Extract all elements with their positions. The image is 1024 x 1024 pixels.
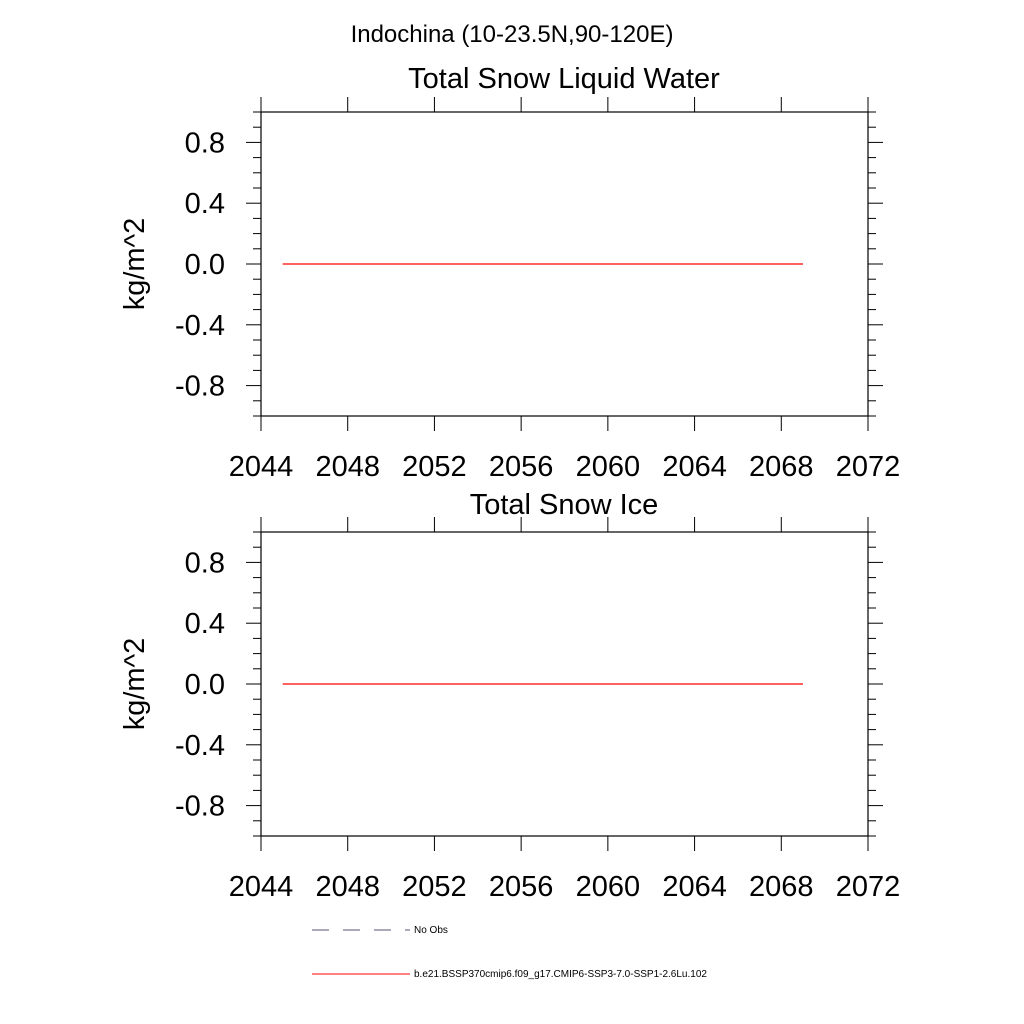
x-tick-label: 2052: [402, 871, 467, 903]
x-tick-label: 2064: [662, 871, 727, 903]
panel-2-title: Total Snow Ice: [470, 489, 659, 521]
y-tick-label: 0.8: [185, 547, 225, 579]
legend-no-obs-label: No Obs: [414, 925, 448, 936]
legend-model-label: b.e21.BSSP370cmip6.f09_g17.CMIP6-SSP3-7.…: [414, 969, 707, 980]
x-tick-label: 2052: [402, 451, 467, 483]
x-tick-label: 2068: [749, 451, 814, 483]
x-tick-label: 2044: [229, 871, 294, 903]
x-tick-label: 2064: [662, 451, 727, 483]
y-tick-label: -0.4: [175, 310, 225, 342]
x-tick-label: 2072: [836, 871, 901, 903]
x-tick-label: 2048: [315, 451, 380, 483]
figure-title: Indochina (10-23.5N,90-120E): [351, 21, 674, 48]
legend: No Obs b.e21.BSSP370cmip6.f09_g17.CMIP6-…: [312, 925, 707, 980]
y-tick-label: 0.8: [185, 127, 225, 159]
panel-1-plot: 2044 2048 2052 2056 2060 2064 2068 2072 0.8 0.4 0.…: [175, 97, 900, 483]
y-tick-label: -0.4: [175, 730, 225, 762]
y-tick-label: 0.0: [185, 249, 225, 281]
panel-2: Total Snow Ice kg/m^2 2044 2048 2052 2056 20…: [119, 489, 900, 903]
x-tick-label: 2048: [315, 871, 380, 903]
panel-1-ylabel: kg/m^2: [119, 218, 151, 311]
y-tick-label: 0.0: [185, 669, 225, 701]
x-tick-label: 2044: [229, 451, 294, 483]
y-tick-label: 0.4: [185, 608, 225, 640]
x-tick-label: 2060: [576, 871, 641, 903]
y-tick-label: 0.4: [185, 188, 225, 220]
x-tick-label: 2056: [489, 871, 554, 903]
y-tick-label: -0.8: [175, 791, 225, 823]
x-tick-label: 2060: [576, 451, 641, 483]
panel-1: Total Snow Liquid Water kg/m^2 2044 2048 2…: [119, 63, 900, 483]
panel-2-plot: 2044 2048 2052 2056 2060 2064 2068 2072 0.8 0.4 0.…: [175, 517, 900, 903]
panel-2-ylabel: kg/m^2: [119, 638, 151, 731]
x-tick-label: 2056: [489, 451, 554, 483]
panel-1-title: Total Snow Liquid Water: [408, 63, 720, 95]
x-tick-label: 2068: [749, 871, 814, 903]
x-tick-label: 2072: [836, 451, 901, 483]
y-tick-label: -0.8: [175, 371, 225, 403]
